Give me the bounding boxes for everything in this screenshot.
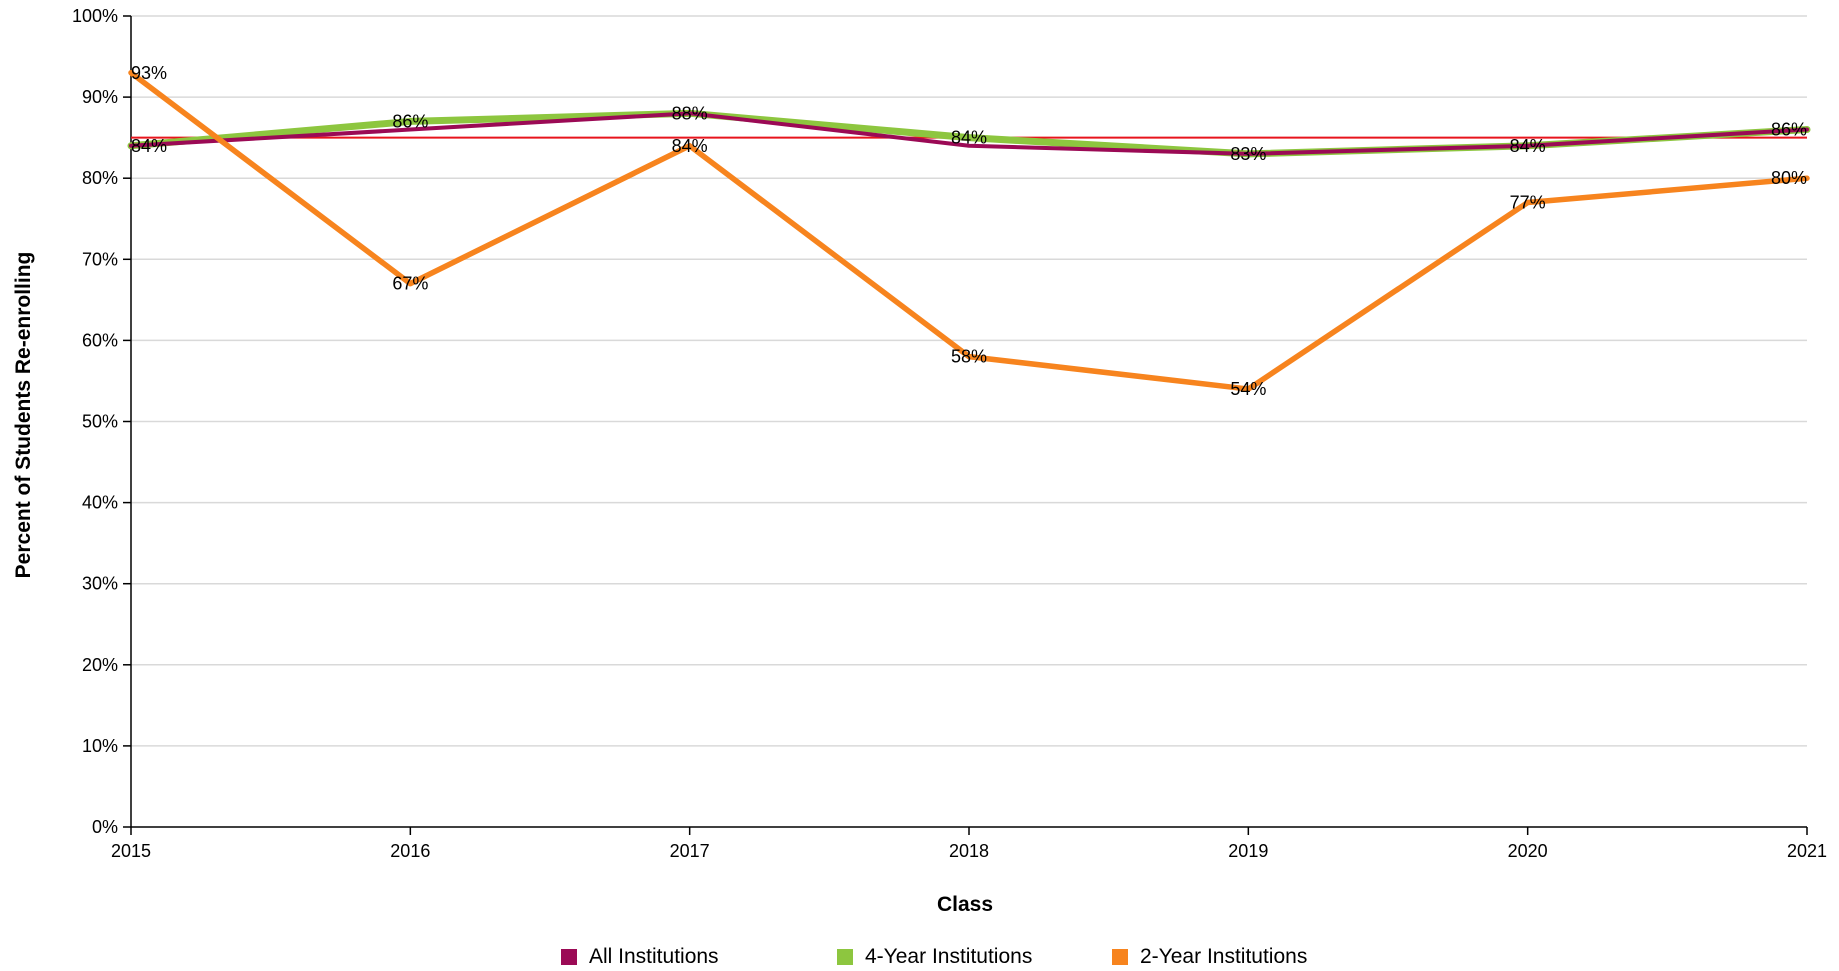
y-tick-label: 20% [82,655,118,675]
y-tick-label: 80% [82,168,118,188]
x-tick-label: 2015 [111,841,151,861]
data-label: 84% [672,136,708,156]
legend-label-4-year-institutions: 4-Year Institutions [865,945,1033,968]
legend-swatch-2-year-institutions [1112,949,1128,965]
x-tick-label: 2021 [1787,841,1827,861]
x-tick-label: 2020 [1508,841,1548,861]
axes: 0% 10% 20% 30% 40% 50% 60% 70% 80% 90% 100% 2015 201… [72,6,1827,861]
legend-item-all-institutions[interactable]: All Institutions [561,943,719,971]
y-tick-label: 0% [92,817,118,837]
data-label: 86% [1771,120,1807,140]
x-tick-label: 2019 [1228,841,1268,861]
y-tick-label: 100% [72,6,118,26]
data-labels: 84% 86% 88% 84% 83% 84% 86% 93% 67% 84% 58% 54% 77% 8… [131,63,1807,399]
y-tick-label: 10% [82,736,118,756]
y-axis-title: Percent of Students Re-enrolling [12,252,35,579]
data-label: 67% [392,274,428,294]
legend-label-2-year-institutions: 2-Year Institutions [1140,945,1308,968]
series-lines [127,70,1811,392]
y-tick-label: 30% [82,574,118,594]
data-label: 84% [1510,136,1546,156]
legend-item-4-year-institutions[interactable]: 4-Year Institutions [837,943,1032,971]
y-tick-label: 60% [82,330,118,350]
y-tick-label: 90% [82,87,118,107]
x-tick-label: 2016 [390,841,430,861]
legend-swatch-all-institutions [561,949,577,965]
x-tick-label: 2017 [670,841,710,861]
y-tick-label: 70% [82,249,118,269]
data-label: 88% [672,103,708,123]
data-label: 86% [392,111,428,131]
legend-label-all-institutions: All Institutions [589,945,719,968]
legend-swatch-4-year-institutions [837,949,853,965]
data-label: 84% [131,136,167,156]
legend-item-2-year-institutions[interactable]: 2-Year Institutions [1112,943,1307,971]
x-axis-title: Class [937,893,993,916]
line-chart: 0% 10% 20% 30% 40% 50% 60% 70% 80% 90% 100% 2015 201… [12,6,1827,916]
x-tick-label: 2018 [949,841,989,861]
grid-lines [131,15,1807,747]
series-line-2-year-institutions [128,70,1810,392]
data-label: 58% [951,347,987,367]
y-tick-label: 40% [82,493,118,513]
legend: All Institutions 4-Year Institutions 2-Y… [0,943,1839,971]
data-label: 83% [1230,144,1266,164]
data-label: 84% [951,128,987,148]
data-label: 80% [1771,168,1807,188]
y-tick-label: 50% [82,412,118,432]
data-label: 77% [1510,193,1546,213]
series-line-all-institutions [129,111,1809,156]
data-label: 54% [1230,379,1266,399]
data-label: 93% [131,63,167,83]
